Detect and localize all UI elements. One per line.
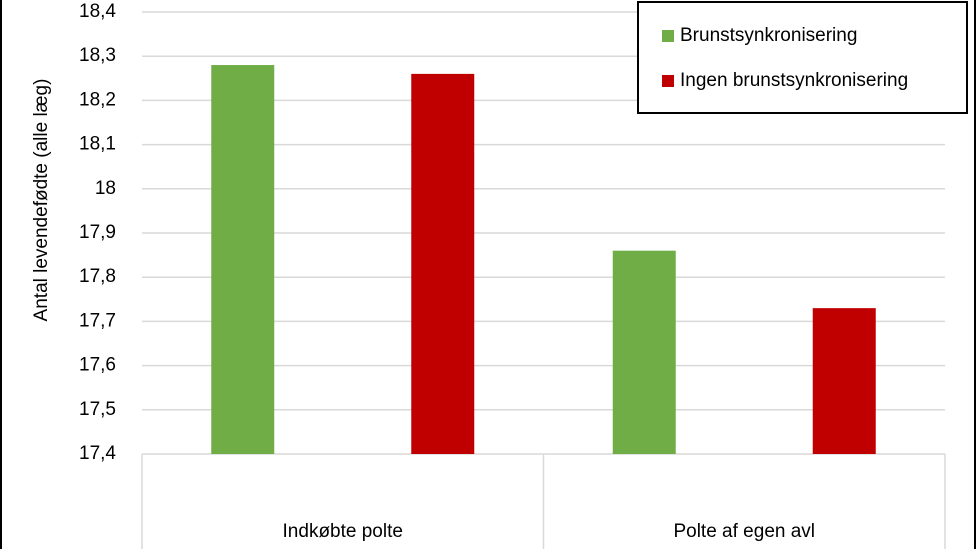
y-tick-label: 17,5: [79, 399, 116, 420]
y-tick-label: 17,6: [79, 355, 116, 376]
y-tick-label: 18,4: [79, 1, 116, 22]
legend-box: [637, 1, 968, 114]
x-tick-label: Indkøbte polte: [283, 521, 403, 542]
y-tick-label: 18,3: [79, 45, 116, 66]
bar: [812, 308, 876, 454]
bar: [211, 65, 275, 454]
legend: Brunstsynkronisering Ingen brunstsynkroni…: [637, 1, 968, 114]
y-tick-label: 17,7: [79, 310, 116, 331]
legend-swatch: [662, 75, 674, 87]
legend-label: Ingen brunstsynkronisering: [680, 70, 908, 91]
legend-label: Brunstsynkronisering: [680, 25, 857, 46]
y-tick-label: 17,8: [79, 266, 116, 287]
y-axis-title: Antal levendefødte (alle læg): [31, 79, 52, 322]
y-tick-label: 17,9: [79, 222, 116, 243]
y-tick-label: 18: [95, 178, 116, 199]
legend-swatch: [662, 30, 674, 42]
bar: [612, 250, 676, 454]
x-tick-label: Polte af egen avl: [673, 521, 815, 542]
bar: [411, 73, 475, 454]
y-tick-label: 17,4: [79, 443, 116, 464]
y-tick-label: 18,1: [79, 134, 116, 155]
y-tick-label: 18,2: [79, 89, 116, 110]
